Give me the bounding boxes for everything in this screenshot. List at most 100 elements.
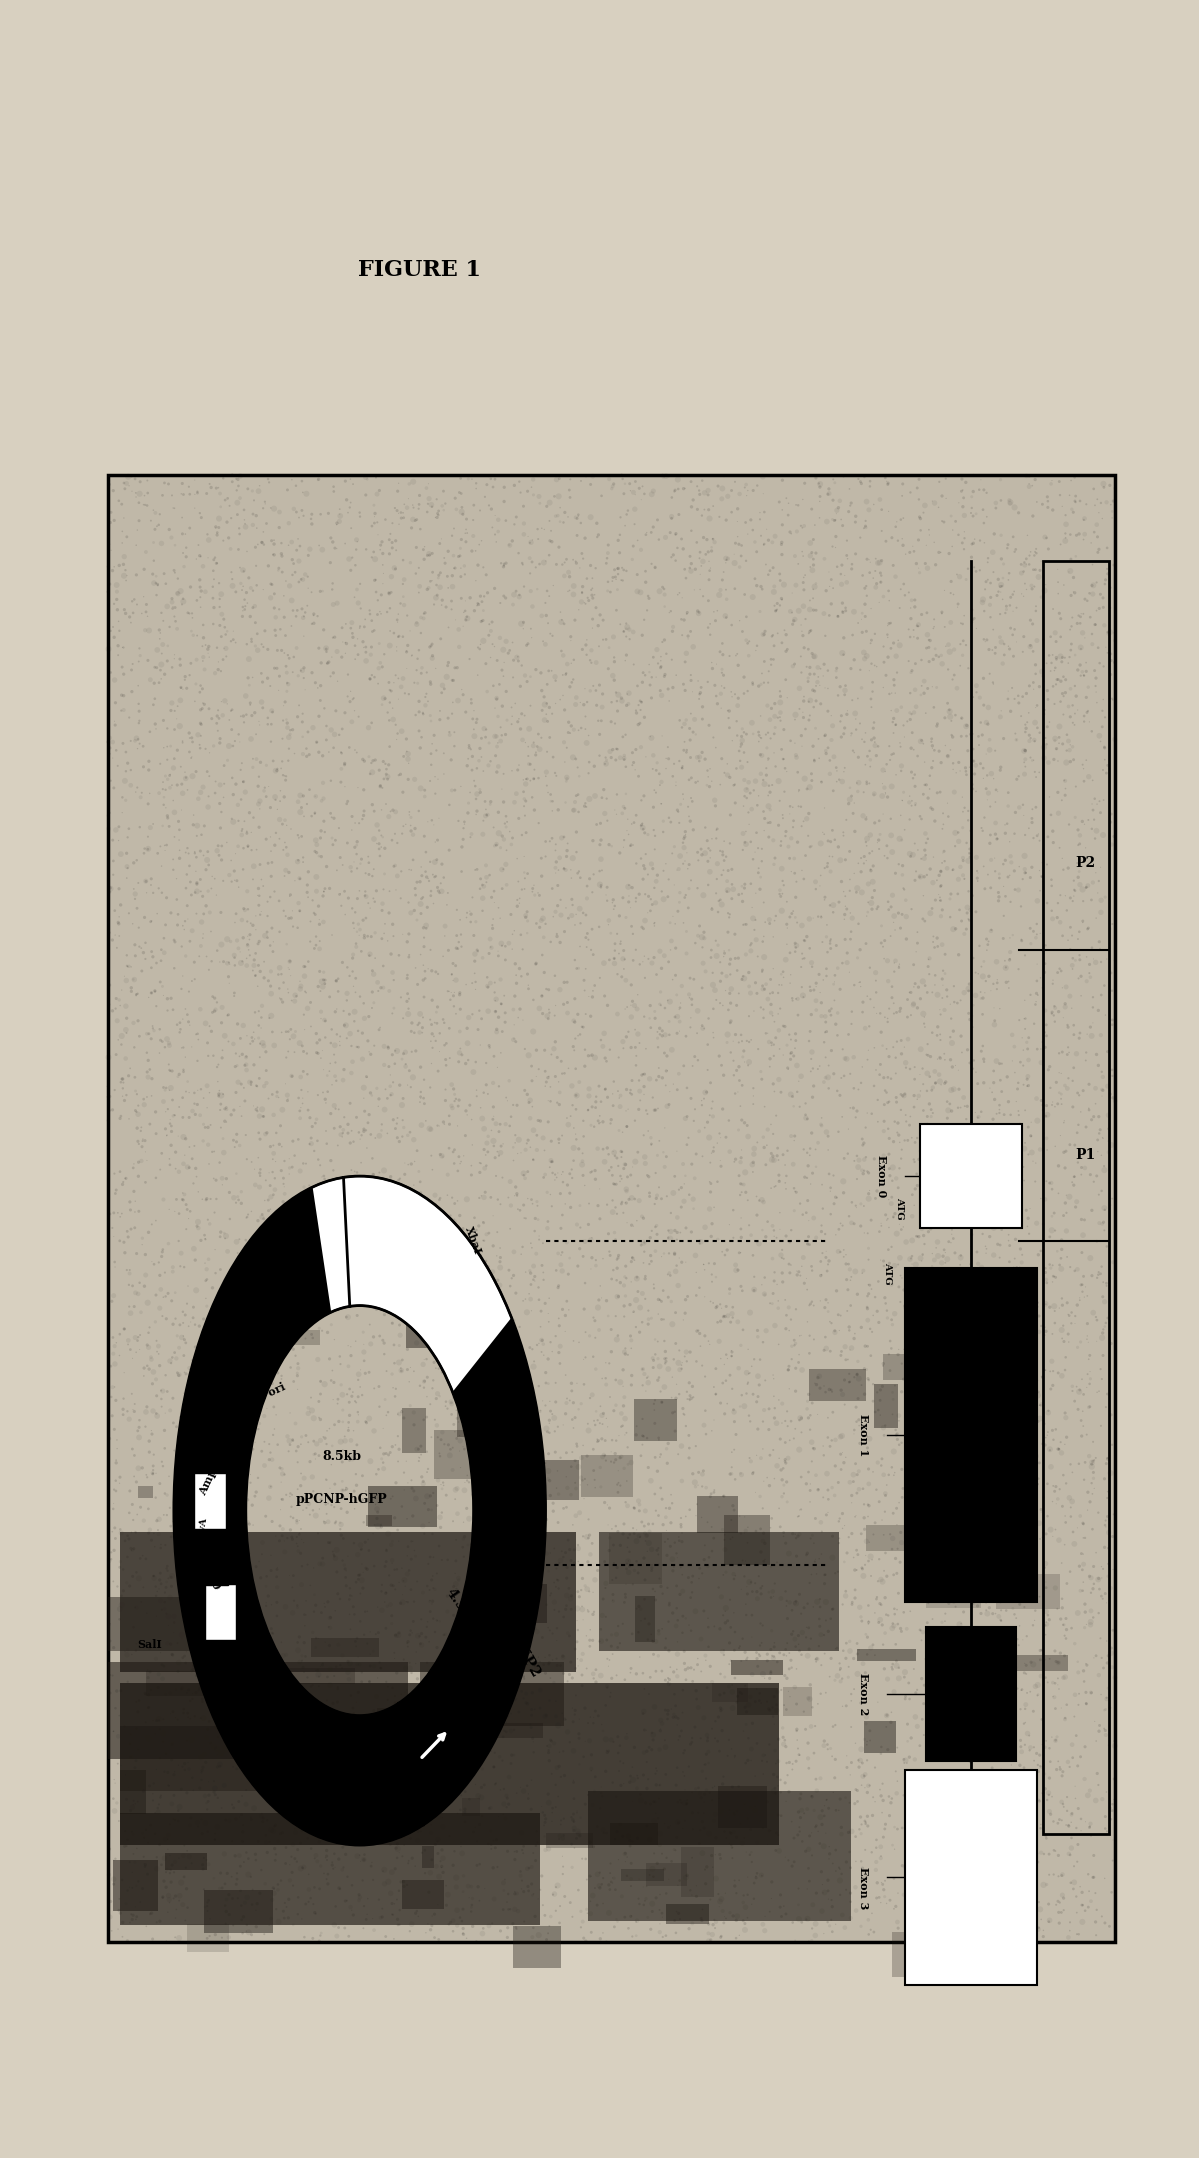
Point [1050, 952, 1070, 986]
Point [409, 576, 428, 611]
Point [227, 1385, 246, 1420]
Point [803, 572, 823, 606]
Point [957, 1282, 976, 1316]
Point [157, 1118, 176, 1152]
Point [568, 1590, 588, 1625]
Point [414, 697, 433, 732]
Point [428, 1303, 447, 1338]
Point [1068, 1511, 1087, 1545]
Point [197, 1265, 216, 1299]
Point [844, 1541, 863, 1575]
Point [1080, 1390, 1099, 1424]
Point [735, 1636, 754, 1670]
Point [326, 822, 345, 857]
Point [542, 1144, 561, 1178]
Point [685, 1653, 704, 1688]
Point [862, 647, 881, 682]
Point [885, 1608, 904, 1642]
Point [676, 704, 695, 738]
Point [671, 1506, 691, 1541]
Point [731, 729, 751, 764]
Point [289, 544, 308, 578]
Point [790, 1187, 809, 1221]
Point [601, 1521, 620, 1556]
Point [384, 906, 403, 941]
Point [296, 1584, 315, 1618]
Point [490, 1739, 510, 1774]
Point [1037, 1821, 1056, 1856]
Point [458, 796, 477, 831]
Point [561, 708, 580, 742]
Point [592, 704, 611, 738]
Point [935, 1679, 954, 1713]
Point [607, 1262, 626, 1297]
Point [1042, 464, 1061, 498]
Point [349, 1014, 368, 1049]
Point [611, 1767, 631, 1802]
Point [193, 643, 212, 678]
Wedge shape [174, 1187, 546, 1845]
Point [446, 1556, 465, 1590]
Point [776, 1148, 795, 1183]
Point [372, 921, 391, 956]
Point [519, 971, 538, 1006]
Point [498, 704, 517, 738]
Point [1041, 1798, 1060, 1832]
Point [150, 622, 169, 656]
Point [829, 490, 848, 524]
Point [1087, 1122, 1107, 1157]
Point [556, 1357, 576, 1392]
Point [472, 1752, 492, 1787]
Point [311, 1403, 330, 1437]
Point [808, 665, 827, 699]
Point [129, 1420, 149, 1454]
Point [676, 1282, 695, 1316]
Point [600, 457, 619, 492]
Point [1012, 1735, 1031, 1770]
Point [291, 1316, 311, 1351]
Point [605, 792, 625, 827]
Point [794, 1241, 813, 1275]
Point [1000, 934, 1019, 969]
Point [951, 1634, 970, 1668]
Point [1095, 732, 1114, 766]
Point [447, 492, 466, 527]
Point [288, 1787, 307, 1821]
Point [818, 505, 837, 540]
Point [397, 490, 416, 524]
Point [679, 790, 698, 824]
Point [429, 1109, 448, 1144]
Point [649, 1420, 668, 1454]
Bar [519, 1472, 532, 1485]
Point [598, 1079, 617, 1114]
Point [617, 1547, 637, 1582]
Point [1095, 729, 1114, 764]
Point [905, 1172, 924, 1206]
Point [1105, 1083, 1125, 1118]
Point [579, 1038, 598, 1073]
Point [748, 831, 767, 865]
Point [614, 952, 633, 986]
Point [711, 1286, 730, 1321]
Point [362, 919, 381, 954]
Point [562, 1366, 582, 1401]
Point [656, 846, 675, 880]
Point [939, 1094, 958, 1129]
Point [122, 1871, 141, 1906]
Point [399, 852, 418, 887]
Point [1013, 634, 1032, 669]
Point [585, 1871, 604, 1906]
Point [968, 1737, 987, 1772]
Point [447, 1401, 466, 1435]
Point [1042, 1165, 1061, 1200]
Point [936, 1172, 956, 1206]
Point [511, 1580, 530, 1614]
Point [246, 1258, 265, 1293]
Point [335, 1165, 354, 1200]
Point [635, 1524, 655, 1558]
Point [799, 1383, 818, 1418]
Point [385, 1500, 404, 1534]
Point [174, 477, 193, 511]
Point [615, 1899, 634, 1934]
Point [712, 652, 731, 686]
